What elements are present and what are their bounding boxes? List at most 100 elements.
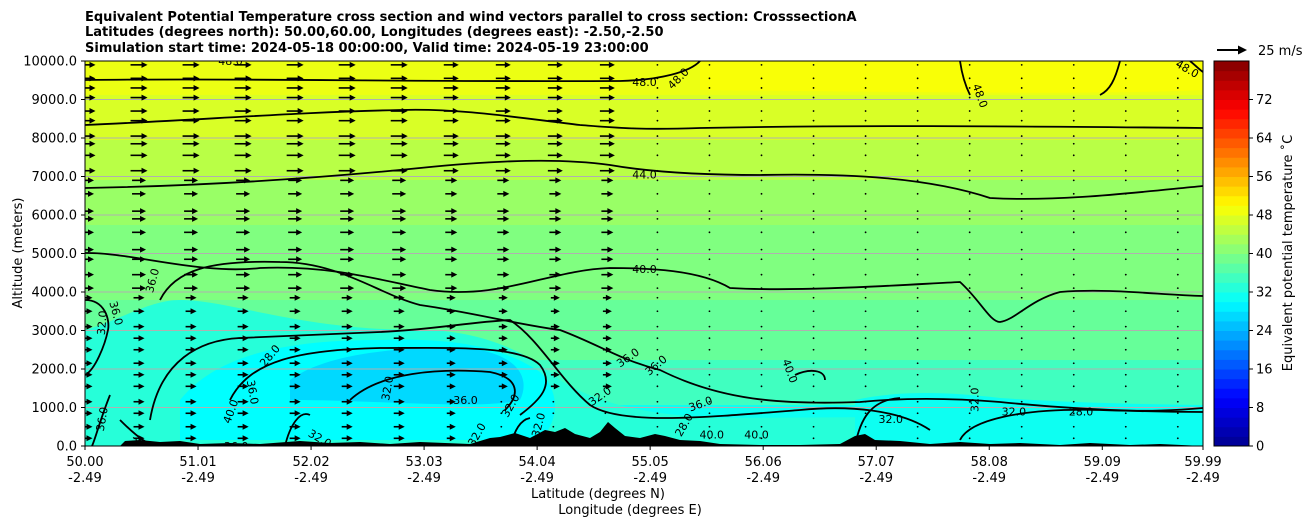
colorbar-band bbox=[1214, 272, 1249, 283]
wind-vector-dot bbox=[1124, 325, 1127, 328]
wind-vector-dot bbox=[1124, 412, 1127, 415]
wind-vector-head bbox=[608, 152, 615, 159]
wind-vector-dot bbox=[812, 119, 815, 122]
wind-vector-head bbox=[242, 410, 249, 417]
wind-vector-dot bbox=[1020, 96, 1023, 99]
wind-vector-dot bbox=[864, 77, 867, 80]
wind-vector-dot bbox=[1020, 248, 1023, 251]
wind-vector-head bbox=[401, 108, 408, 115]
wind-vector-dot bbox=[1176, 135, 1179, 137]
wind-vector-head bbox=[608, 61, 615, 68]
wind-vector-head bbox=[140, 285, 147, 292]
wind-vector-dot bbox=[708, 142, 711, 145]
wind-vector-head bbox=[398, 308, 405, 315]
y-tick-label: 10000.0 bbox=[23, 55, 77, 70]
colorbar-band bbox=[1214, 436, 1249, 447]
wind-vector-dot bbox=[708, 437, 711, 440]
wind-vector-head bbox=[141, 133, 148, 140]
wind-vector-head bbox=[294, 383, 301, 390]
wind-vector-dot bbox=[916, 348, 919, 351]
wind-vector-dot bbox=[1020, 231, 1023, 234]
wind-vector-dot bbox=[1072, 169, 1075, 172]
wind-vector-head bbox=[138, 335, 145, 342]
contour-label: 40.0 bbox=[744, 428, 769, 441]
wind-vector-head bbox=[89, 167, 96, 174]
wind-vector-dot bbox=[760, 231, 763, 234]
wind-vector-head bbox=[190, 435, 197, 442]
wind-vector-dot bbox=[656, 135, 659, 137]
wind-vector-head bbox=[400, 229, 407, 236]
chart-title-line-3: Simulation start time: 2024-05-18 00:00:… bbox=[85, 41, 649, 56]
wind-vector-dot bbox=[812, 296, 815, 299]
x-axis: 50.00-2.4951.01-2.4952.02-2.4953.03-2.49… bbox=[66, 446, 1222, 486]
wind-vector-head bbox=[296, 190, 303, 197]
x-tick-label-longitude: -2.49 bbox=[859, 471, 893, 486]
x-tick-label-latitude: 55.05 bbox=[632, 455, 669, 470]
wind-vector-dot bbox=[708, 96, 711, 99]
wind-vector-head bbox=[190, 335, 197, 342]
wind-vector-dot bbox=[656, 348, 659, 351]
wind-vector-dot bbox=[1124, 192, 1127, 195]
wind-vector-dot bbox=[1124, 348, 1127, 351]
y-tick-label: 4000.0 bbox=[32, 286, 78, 301]
wind-vector-dot bbox=[1176, 119, 1179, 122]
wind-vector-dot bbox=[968, 385, 971, 388]
wind-vector-dot bbox=[1124, 154, 1127, 157]
wind-vector-head bbox=[244, 215, 251, 222]
wind-vector-head bbox=[192, 285, 199, 292]
wind-vector-dot bbox=[1072, 119, 1075, 122]
wind-vector-head bbox=[242, 383, 249, 390]
wind-vector-dot bbox=[760, 179, 763, 182]
wind-vector-head bbox=[400, 190, 407, 197]
wind-vector-dot bbox=[968, 96, 971, 99]
contour-label-text: 48.0 bbox=[632, 76, 657, 89]
wind-vector-head bbox=[608, 167, 615, 174]
colorbar-band bbox=[1214, 282, 1249, 293]
field-band bbox=[85, 180, 1203, 225]
colorbar-band bbox=[1214, 215, 1249, 226]
wind-vector-head bbox=[88, 246, 94, 253]
wind-vector-head bbox=[88, 215, 94, 222]
wind-vector-head bbox=[88, 256, 94, 263]
wind-vector-dot bbox=[812, 287, 815, 290]
wind-vector-head bbox=[349, 84, 356, 91]
wind-vector-dot bbox=[760, 154, 763, 157]
wind-vector-dot bbox=[708, 310, 711, 313]
field-band bbox=[85, 140, 1203, 180]
wind-vector-head bbox=[86, 410, 93, 417]
contour-label-text: 36.0 bbox=[94, 406, 111, 432]
contour-lines bbox=[85, 61, 1203, 446]
wind-vector-head bbox=[451, 271, 458, 278]
x-tick-label-latitude: 59.99 bbox=[1184, 455, 1221, 470]
wind-vector-head bbox=[193, 61, 200, 68]
wind-vector-head bbox=[296, 177, 303, 184]
wind-vector-dot bbox=[708, 337, 711, 340]
wind-vector-dot bbox=[968, 325, 971, 328]
wind-vector-dot bbox=[1124, 273, 1127, 276]
wind-vector-head bbox=[452, 117, 459, 124]
wind-vector-dot bbox=[656, 210, 659, 213]
wind-vector-dot bbox=[708, 63, 711, 66]
wind-vector-dot bbox=[760, 110, 763, 112]
wind-vector-head bbox=[140, 271, 147, 278]
wind-vector-dot bbox=[708, 231, 711, 234]
x-tick-label-latitude: 52.02 bbox=[292, 455, 329, 470]
wind-vector-dot bbox=[1176, 325, 1179, 328]
colorbar-band bbox=[1214, 205, 1249, 216]
wind-vector-head bbox=[141, 84, 148, 91]
wind-vector-head bbox=[451, 229, 458, 236]
wind-vector-head bbox=[242, 294, 249, 301]
wind-vector-dot bbox=[812, 337, 815, 340]
x-tick-label-latitude: 50.00 bbox=[66, 455, 103, 470]
wind-vector-dot bbox=[1020, 287, 1023, 290]
contour-label: 28.0 bbox=[1069, 405, 1094, 418]
wind-vector-head bbox=[401, 117, 408, 124]
x-tick-label-longitude: -2.49 bbox=[1085, 471, 1119, 486]
wind-vector-head bbox=[608, 108, 615, 115]
wind-vector-dot bbox=[968, 142, 971, 145]
wind-vector-head bbox=[140, 246, 147, 253]
wind-vector-head bbox=[193, 94, 200, 101]
wind-vector-head bbox=[242, 308, 249, 315]
wind-vector-dot bbox=[708, 210, 711, 213]
wind-vector-dot bbox=[916, 96, 919, 99]
